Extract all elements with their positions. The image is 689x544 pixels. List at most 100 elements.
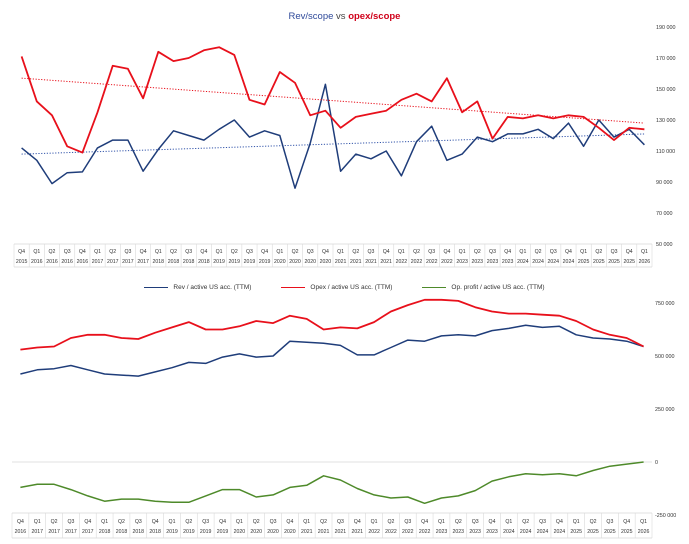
- chart2-x-tick-label: Q1: [236, 519, 243, 525]
- chart2-x-tick-label: Q2: [51, 519, 58, 525]
- chart1-x-tick-label: Q1: [155, 249, 162, 255]
- chart2-x-tick-label: Q4: [421, 519, 428, 525]
- legend-swatch-rev: [144, 287, 169, 288]
- chart1-x-tick-label: Q2: [413, 249, 420, 255]
- legend-label-rev: Rev / active US acc. (TTM): [173, 284, 252, 291]
- chart2-x-tick-year: 2022: [385, 529, 397, 535]
- chart1-x-tick-label: Q4: [383, 249, 390, 255]
- chart2-x-tick-year: 2016: [15, 529, 27, 535]
- chart1-x-tick-label: Q4: [322, 249, 329, 255]
- legend-item-opex: Opex / active US acc. (TTM): [281, 284, 392, 291]
- chart2-x-tick-year: 2019: [166, 529, 178, 535]
- chart1-x-tick-year: 2022: [426, 259, 438, 265]
- chart2-x-tick-label: Q1: [101, 519, 108, 525]
- chart1-x-tick-year: 2015: [16, 259, 28, 265]
- chart2-x-tick-label: Q4: [354, 519, 361, 525]
- chart1-x-tick-year: 2023: [487, 259, 499, 265]
- chart1-x-tick-year: 2020: [320, 259, 332, 265]
- chart1-x-tick-label: Q2: [352, 249, 359, 255]
- legend-item-profit: Op. profit / active US acc. (TTM): [422, 284, 545, 291]
- chart1-x-tick-year: 2025: [608, 259, 620, 265]
- chart1-x-tick-label: Q4: [261, 249, 268, 255]
- chart2-x-tick-label: Q4: [219, 519, 226, 525]
- chart2-x-tick-label: Q1: [169, 519, 176, 525]
- chart1-x-tick-label: Q1: [459, 249, 466, 255]
- chart1-x-tick-year: 2022: [441, 259, 453, 265]
- chart2-x-tick-year: 2026: [638, 529, 650, 535]
- chart1-x-tick-year: 2016: [31, 259, 43, 265]
- chart1-x-tick-label: Q3: [307, 249, 314, 255]
- chart2-x-tick-year: 2023: [436, 529, 448, 535]
- title-vs: vs: [333, 11, 349, 22]
- chart2-x-tick-label: Q1: [303, 519, 310, 525]
- chart2-x-tick-label: Q3: [404, 519, 411, 525]
- chart2-x-tick-label: Q1: [505, 519, 512, 525]
- chart1-x-tick-year: 2020: [289, 259, 301, 265]
- chart1-x-tick-label: Q4: [200, 249, 207, 255]
- chart1-x-tick-year: 2024: [532, 259, 544, 265]
- chart2-x-tick-year: 2021: [318, 529, 330, 535]
- chart1-x-tick-label: Q2: [292, 249, 299, 255]
- chart1-x-tick-label: Q3: [124, 249, 131, 255]
- chart2-x-tick-year: 2018: [99, 529, 111, 535]
- chart2-x-tick-label: Q3: [606, 519, 613, 525]
- chart1-x-tick-year: 2024: [547, 259, 559, 265]
- chart2-series-rev: [20, 324, 644, 377]
- chart1-x-tick-year: 2018: [198, 259, 210, 265]
- chart1-x-tick-label: Q1: [398, 249, 405, 255]
- chart2-y-tick-label: 250 000: [655, 407, 675, 413]
- chart1-x-tick-year: 2024: [563, 259, 575, 265]
- chart2-x-tick-label: Q3: [539, 519, 546, 525]
- chart1-x-tick-year: 2023: [502, 259, 514, 265]
- chart1-x-tick-year: 2020: [304, 259, 316, 265]
- chart2-x-tick-year: 2020: [250, 529, 262, 535]
- chart2-x-tick-label: Q4: [556, 519, 563, 525]
- chart1-y-tick-label: 90 000: [656, 180, 673, 186]
- title-rev: Rev/scope: [288, 11, 334, 22]
- legend-swatch-profit: [422, 287, 447, 288]
- chart1-x-tick-label: Q3: [368, 249, 375, 255]
- chart2-x-tick-label: Q3: [202, 519, 209, 525]
- chart1-x-tick-year: 2016: [77, 259, 89, 265]
- chart1-x-tick-year: 2019: [228, 259, 240, 265]
- chart1-x-tick-year: 2021: [350, 259, 362, 265]
- chart1-trendline-opex: [21, 77, 645, 124]
- chart1-x-tick-year: 2019: [244, 259, 256, 265]
- chart2-x-tick-label: Q4: [84, 519, 91, 525]
- chart2-x-tick-year: 2021: [351, 529, 363, 535]
- chart1-x-tick-year: 2018: [168, 259, 180, 265]
- chart1-x-tick-label: Q4: [79, 249, 86, 255]
- chart2-x-tick-label: Q3: [472, 519, 479, 525]
- chart1-x-tick-year: 2019: [259, 259, 271, 265]
- chart1-series-opex: [20, 46, 645, 154]
- chart2-x-tick-year: 2022: [402, 529, 414, 535]
- chart2-x-tick-label: Q2: [387, 519, 394, 525]
- chart2-x-tick-label: Q2: [185, 519, 192, 525]
- chart1-x-tick-year: 2021: [335, 259, 347, 265]
- chart2-x-tick-label: Q2: [320, 519, 327, 525]
- chart1-x-tick-year: 2021: [380, 259, 392, 265]
- chart2-y-tick-label: 0: [655, 460, 658, 466]
- chart1-x-tick-year: 2018: [183, 259, 195, 265]
- chart1-y-tick-label: 190 000: [656, 25, 676, 31]
- chart2-x-tick-year: 2020: [267, 529, 279, 535]
- chart1-x-tick-year: 2020: [274, 259, 286, 265]
- chart1-x-tick-label: Q3: [185, 249, 192, 255]
- chart1-x-tick-label: Q2: [535, 249, 542, 255]
- chart-title: Rev/scope vs opex/scope: [0, 11, 689, 22]
- chart1-x-tick-label: Q1: [276, 249, 283, 255]
- chart2-x-tick-year: 2018: [149, 529, 161, 535]
- chart2-x-tick-year: 2020: [234, 529, 246, 535]
- chart1-x-tick-year: 2025: [623, 259, 635, 265]
- chart2-x-tick-year: 2024: [554, 529, 566, 535]
- title-opex: opex/scope: [348, 11, 401, 22]
- chart1-trendline-rev: [21, 133, 645, 155]
- chart2-x-tick-year: 2022: [419, 529, 431, 535]
- chart2-x-tick-year: 2021: [335, 529, 347, 535]
- chart1-y-tick-label: 170 000: [656, 56, 676, 62]
- legend-label-profit: Op. profit / active US acc. (TTM): [451, 284, 545, 291]
- chart2-x-tick-year: 2024: [520, 529, 532, 535]
- chart1-x-tick-label: Q3: [64, 249, 71, 255]
- chart1-x-tick-label: Q1: [33, 249, 40, 255]
